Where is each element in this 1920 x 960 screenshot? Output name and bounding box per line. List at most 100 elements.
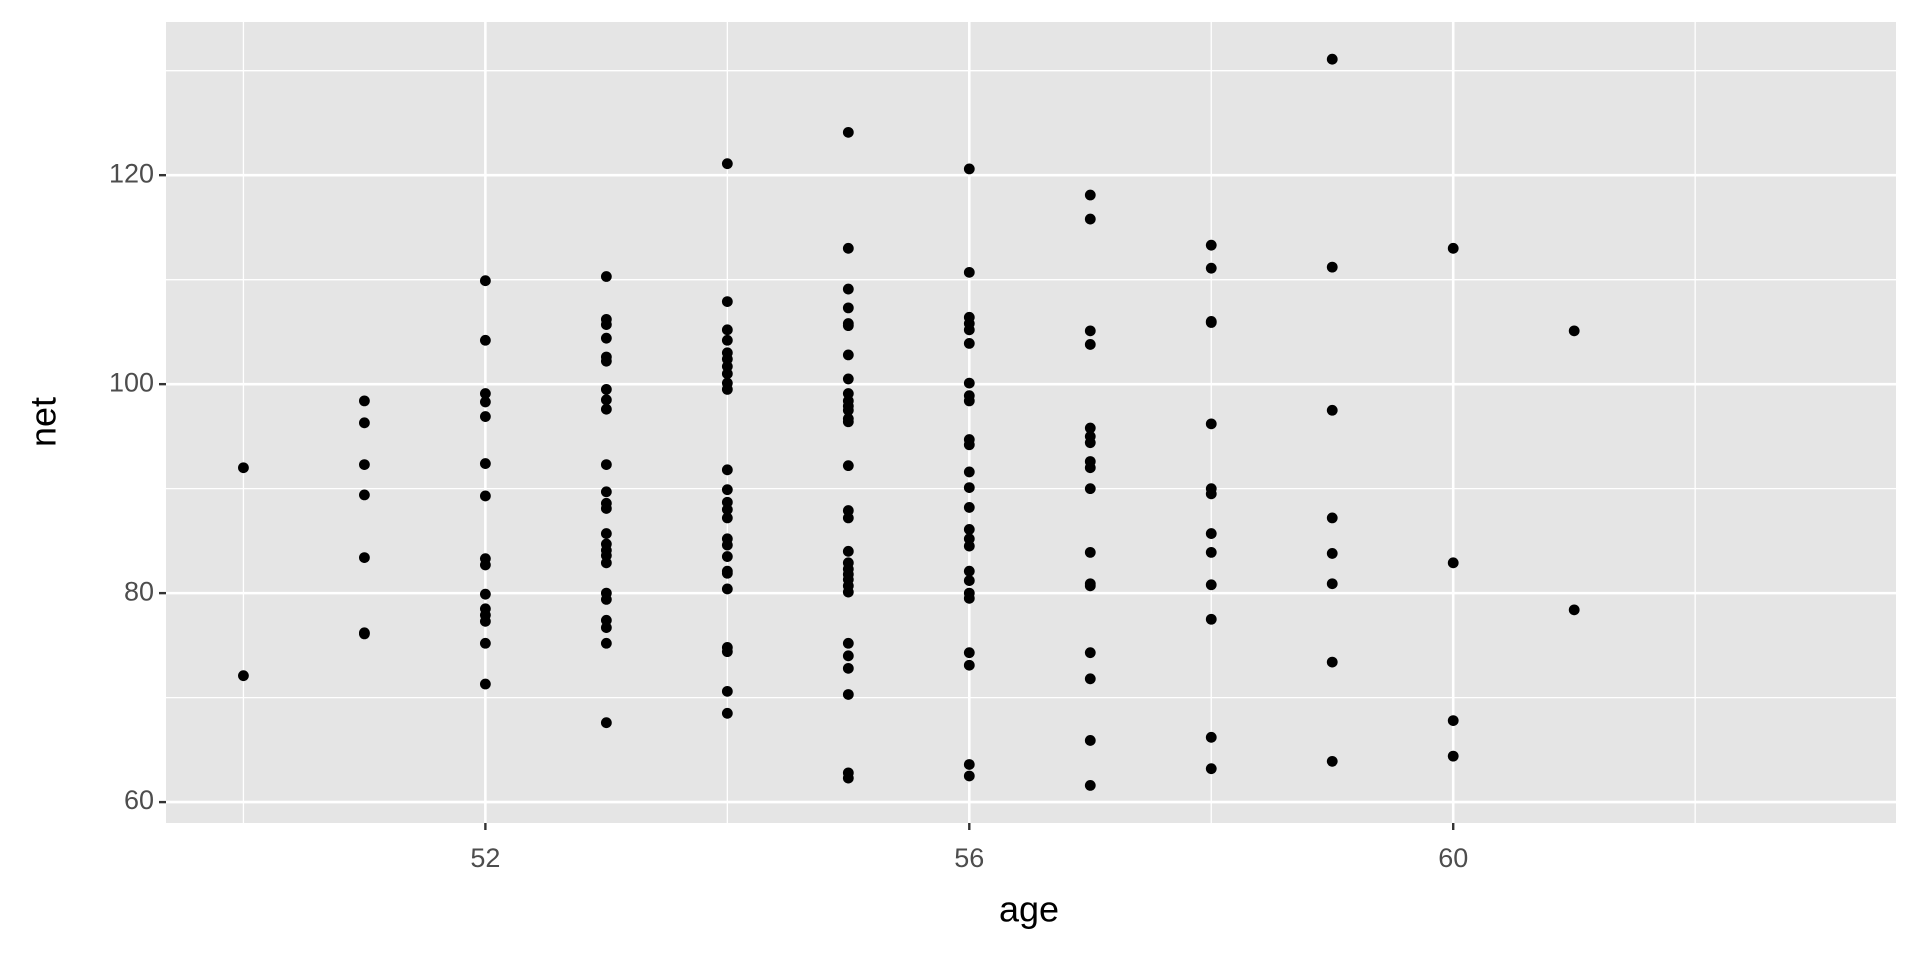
point [842,283,854,295]
point [1084,213,1096,225]
point [1447,715,1459,727]
point [479,334,491,346]
point [721,383,733,395]
point [721,646,733,658]
point [963,338,975,349]
point [842,349,854,361]
point [842,662,854,674]
point [1084,189,1096,201]
x-tick-label: 56 [954,843,984,873]
point [359,552,370,564]
point [842,373,854,385]
point [963,565,975,577]
point [842,302,854,314]
y-tick-label: 120 [109,158,154,188]
point [359,489,370,501]
point [963,540,975,552]
point [238,670,249,682]
point [1326,261,1338,273]
point [963,163,975,175]
point [721,158,733,170]
point [1326,512,1338,524]
point [963,659,975,671]
y-tick-label: 80 [124,576,154,606]
point [600,394,612,406]
point [1205,613,1217,625]
point [1205,579,1217,591]
point [842,545,854,557]
point [1326,53,1338,65]
point [600,486,612,498]
point [600,319,612,330]
point [1084,325,1096,337]
point [842,650,854,662]
point [963,575,975,586]
point [359,417,370,429]
point [963,759,975,770]
y-tick-label: 100 [109,367,154,397]
point [963,592,975,604]
point [963,523,975,535]
point [1205,731,1217,743]
point [963,324,975,336]
point [1447,557,1459,569]
point [479,396,491,408]
x-tick-label: 60 [1438,843,1468,873]
point [1205,418,1217,430]
point [842,512,854,524]
point [600,717,612,729]
point [721,512,733,524]
point [1326,404,1338,416]
point [721,583,733,595]
point [721,464,733,476]
point [600,622,612,634]
point [721,368,733,380]
point [479,388,491,399]
point [721,324,733,336]
point [963,770,975,782]
point [842,404,854,416]
point [359,459,370,471]
point [842,637,854,649]
point [1326,755,1338,767]
point [721,334,733,346]
point [1084,735,1096,746]
point [600,528,612,539]
point [842,416,854,428]
point [1205,262,1217,274]
point [842,689,854,700]
point [1084,437,1096,449]
point [842,242,854,254]
point [238,462,249,474]
point [1326,548,1338,559]
point [842,586,854,598]
point [600,593,612,605]
point [1568,325,1580,337]
point [479,615,491,627]
point [963,482,975,493]
point [1568,604,1580,616]
point [1205,239,1217,251]
point [721,551,733,562]
point [479,588,491,600]
point [479,458,491,469]
point [600,355,612,367]
point [1205,763,1217,775]
point [1205,546,1217,558]
point [1084,580,1096,592]
point [721,296,733,308]
point [359,395,370,407]
point [842,320,854,332]
point [1205,488,1217,500]
x-axis-title: age [999,889,1059,930]
point [479,637,491,649]
point [600,383,612,395]
point [1205,317,1217,328]
point [600,637,612,649]
point [479,559,491,571]
point [1084,462,1096,474]
point [600,271,612,282]
point [359,628,370,640]
